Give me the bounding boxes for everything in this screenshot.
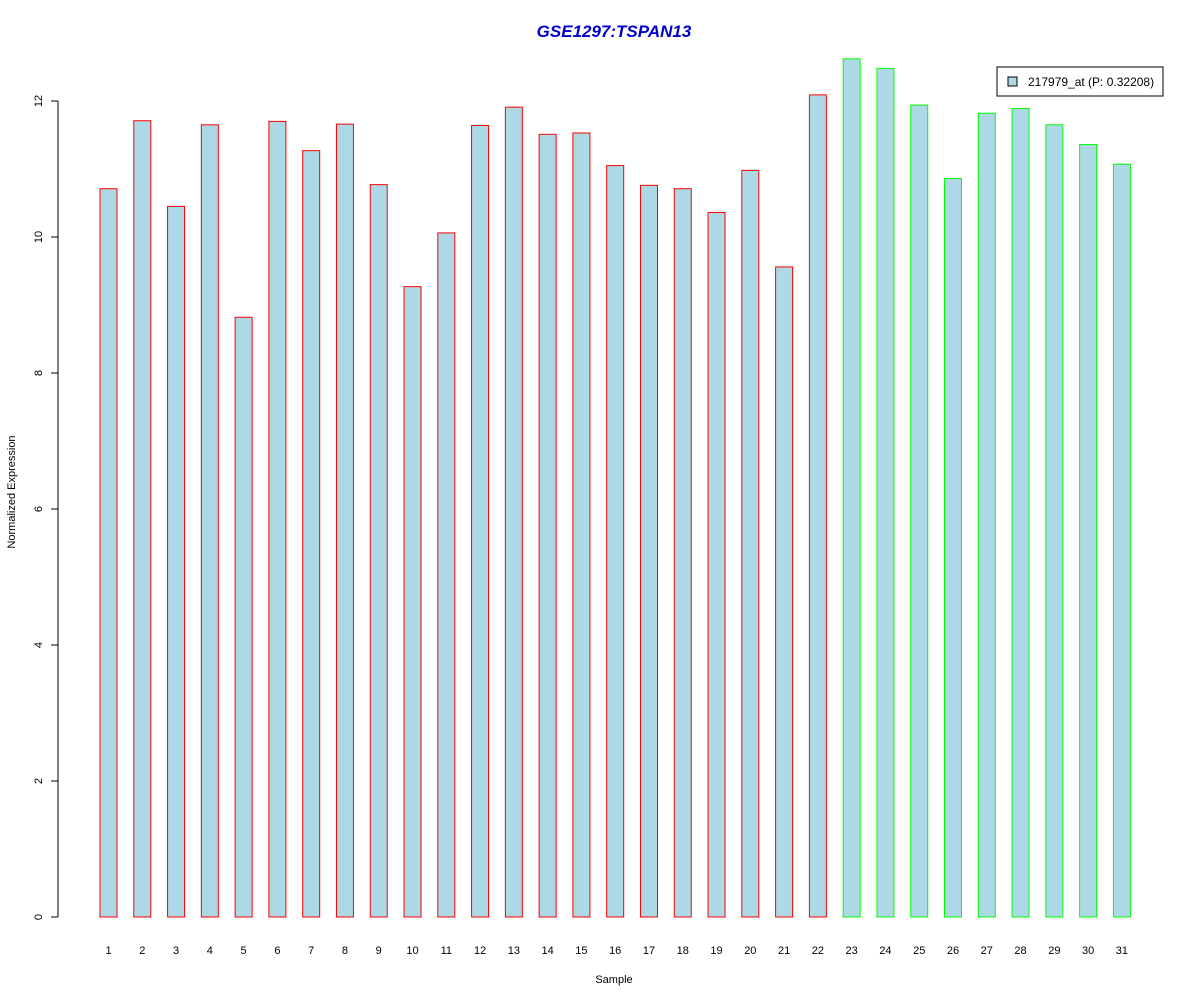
x-tick-label: 18 [677, 945, 689, 957]
bar-sample-12 [471, 124, 490, 918]
bar-sample-30 [1079, 144, 1098, 918]
bar-sample-13 [504, 106, 523, 918]
y-tick-label: 10 [33, 231, 45, 243]
x-tick-label: 24 [879, 945, 891, 957]
x-tick-label: 16 [609, 945, 621, 957]
bar-sample-5 [234, 316, 253, 918]
bar-sample-23 [842, 58, 861, 918]
bar-sample-6 [268, 120, 287, 918]
x-tick-label: 11 [441, 945, 452, 957]
x-tick-label: 23 [846, 945, 858, 957]
y-tick-label: 2 [33, 778, 45, 784]
bar-sample-25 [910, 104, 929, 918]
chart-title: GSE1297:TSPAN13 [537, 22, 692, 41]
x-tick-label: 4 [207, 945, 213, 957]
x-tick-label: 21 [778, 945, 790, 957]
x-tick-label: 31 [1116, 945, 1128, 957]
bar-sample-1 [99, 188, 118, 918]
bar-sample-4 [200, 124, 219, 918]
legend-entry: 217979_at (P: 0.32208) [1028, 75, 1154, 89]
bar-sample-16 [606, 165, 625, 918]
bar-sample-31 [1112, 163, 1131, 918]
bar-sample-8 [335, 123, 354, 918]
bar-sample-9 [369, 184, 388, 918]
x-tick-label: 22 [812, 945, 824, 957]
bar-sample-19 [707, 212, 726, 918]
y-axis-label: Normalized Expression [6, 435, 18, 548]
x-tick-label: 27 [981, 945, 993, 957]
x-tick-label: 14 [542, 945, 554, 957]
x-tick-label: 20 [744, 945, 756, 957]
x-tick-label: 29 [1048, 945, 1060, 957]
x-tick-label: 6 [274, 945, 280, 957]
x-axis-labels: 1 2 3 4 5 6 7 8 9 10 11 12 13 14 15 16 17 18 19 20 21 22 23 24 2… [105, 945, 1128, 957]
x-tick-label: 26 [947, 945, 959, 957]
bar-sample-28 [1011, 107, 1030, 918]
bar-sample-17 [639, 184, 658, 918]
bar-sample-2 [133, 120, 152, 918]
x-tick-label: 10 [406, 945, 418, 957]
bar-sample-10 [403, 286, 422, 918]
legend-swatch [1007, 76, 1018, 87]
bar-sample-22 [808, 94, 827, 918]
x-tick-label: 28 [1014, 945, 1026, 957]
y-axis: 0 2 4 6 8 10 12 [33, 95, 59, 920]
y-tick-label: 6 [33, 506, 45, 512]
bar-sample-18 [673, 188, 692, 918]
bar-sample-26 [944, 178, 962, 918]
y-tick-label: 0 [33, 914, 45, 920]
bar-sample-20 [741, 169, 760, 918]
x-tick-label: 9 [376, 945, 382, 957]
x-tick-label: 12 [474, 945, 486, 957]
x-tick-label: 25 [913, 945, 925, 957]
y-tick-label: 4 [33, 642, 45, 648]
x-tick-label: 8 [342, 945, 348, 957]
x-tick-label: 17 [643, 945, 655, 957]
legend: 217979_at (P: 0.32208) [996, 66, 1164, 97]
legend-box [996, 66, 1164, 97]
x-axis-label: Sample [595, 974, 632, 986]
bar-sample-29 [1045, 124, 1064, 918]
bar-sample-3 [167, 205, 186, 918]
bar-sample-7 [302, 150, 321, 918]
x-tick-label: 3 [173, 945, 179, 957]
x-tick-label: 19 [710, 945, 722, 957]
bar-sample-24 [876, 67, 895, 918]
y-tick-label: 8 [33, 370, 45, 376]
bar-sample-15 [572, 132, 591, 918]
x-tick-label: 5 [241, 945, 247, 957]
bars-layer [99, 58, 1131, 918]
x-tick-label: 15 [575, 945, 587, 957]
bar-sample-21 [775, 266, 794, 918]
x-tick-label: 30 [1082, 945, 1094, 957]
x-tick-label: 2 [139, 945, 145, 957]
bar-sample-27 [977, 112, 996, 918]
x-tick-label: 13 [508, 945, 520, 957]
x-tick-label: 1 [105, 945, 111, 957]
y-tick-label: 12 [33, 95, 45, 107]
bar-sample-14 [538, 133, 557, 918]
x-tick-label: 7 [308, 945, 314, 957]
bar-sample-11 [437, 232, 456, 918]
